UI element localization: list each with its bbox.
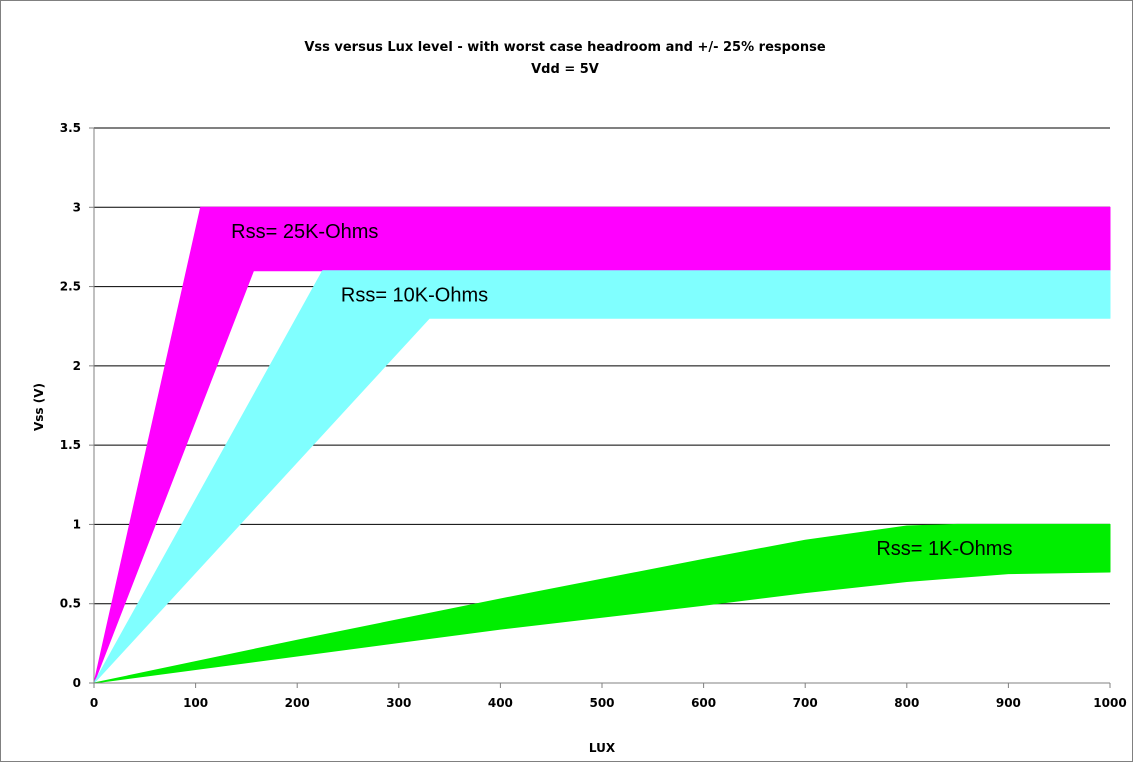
band-0	[93, 206, 1111, 684]
band-2	[93, 523, 1111, 684]
x-tick-label-2: 200	[285, 696, 310, 710]
chart-title: Vss versus Lux level - with worst case h…	[304, 40, 826, 55]
chart-subtitle: Vdd = 5V	[531, 62, 599, 77]
y-tick-label-1: 0.5	[60, 597, 81, 611]
axes	[89, 127, 1111, 688]
x-tick-label-3: 300	[386, 696, 411, 710]
response-bands	[93, 206, 1111, 684]
y-tick-label-0: 0	[73, 676, 81, 690]
y-tick-label-2: 1	[73, 517, 81, 531]
x-tick-label-10: 1000	[1093, 696, 1126, 710]
band-label-0: Rss= 25K-Ohms	[231, 221, 378, 243]
band-label-2: Rss= 1K-Ohms	[876, 538, 1012, 560]
x-tick-label-7: 700	[793, 696, 818, 710]
x-tick-label-8: 800	[894, 696, 919, 710]
y-axis-label: Vss (V)	[32, 383, 46, 431]
band-1	[93, 270, 1111, 684]
y-tick-label-3: 1.5	[60, 438, 81, 452]
x-tick-label-4: 400	[488, 696, 513, 710]
y-tick-label-5: 2.5	[60, 280, 81, 294]
x-tick-label-6: 600	[691, 696, 716, 710]
band-labels: Rss= 25K-Ohms Rss= 10K-Ohms Rss= 1K-Ohms	[231, 221, 1012, 560]
x-tick-label-1: 100	[183, 696, 208, 710]
x-tick-label-9: 900	[996, 696, 1021, 710]
band-label-1: Rss= 10K-Ohms	[341, 285, 488, 307]
y-tick-label-4: 2	[73, 359, 81, 373]
y-tick-label-7: 3.5	[60, 121, 81, 135]
tick-labels: 0 0.5 1 1.5 2 2.5 3 3.5 0 100 200 300 400 500 600 700 80…	[60, 121, 1127, 710]
x-tick-label-5: 500	[589, 696, 614, 710]
x-tick-label-0: 0	[90, 696, 98, 710]
y-tick-label-6: 3	[73, 200, 81, 214]
x-axis-label: LUX	[589, 741, 616, 755]
